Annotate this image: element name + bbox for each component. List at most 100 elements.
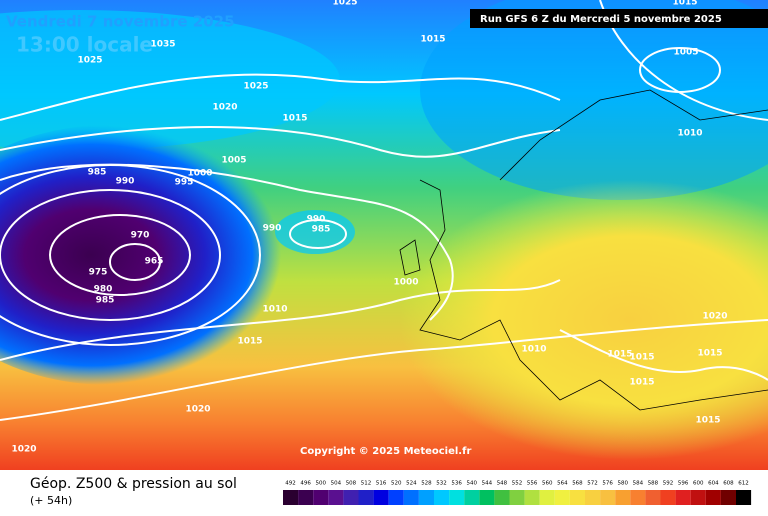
isobar-label: 1025 bbox=[332, 0, 357, 8]
scale-swatch bbox=[403, 490, 419, 505]
isobar-label: 1000 bbox=[187, 169, 212, 179]
copyright: Copyright © 2025 Meteociel.fr bbox=[300, 446, 471, 457]
scale-label: 608 bbox=[723, 481, 734, 487]
scale-swatch bbox=[509, 490, 525, 505]
scale-label: 612 bbox=[738, 481, 749, 487]
scale-swatch bbox=[524, 490, 540, 505]
scale-swatch bbox=[464, 490, 480, 505]
isobar-label: 1035 bbox=[150, 40, 175, 50]
isobar-label: 1015 bbox=[695, 416, 720, 426]
scale-swatch bbox=[343, 490, 359, 505]
scale-label: 552 bbox=[512, 481, 523, 487]
scale-swatch bbox=[720, 490, 736, 505]
scale-label: 584 bbox=[633, 481, 644, 487]
scale-label: 544 bbox=[482, 481, 493, 487]
scale-label: 520 bbox=[391, 481, 402, 487]
isobar-label: 1025 bbox=[243, 82, 268, 92]
local-time: 13:00 locale bbox=[16, 33, 153, 57]
scale-swatch bbox=[675, 490, 691, 505]
isobar-label: 975 bbox=[89, 268, 108, 278]
isobar-label: 1020 bbox=[702, 312, 727, 322]
scale-swatch bbox=[660, 490, 676, 505]
isobar-label: 1015 bbox=[420, 35, 445, 45]
scale-label: 592 bbox=[663, 481, 674, 487]
scale-label: 604 bbox=[708, 481, 719, 487]
isobar-label: 1025 bbox=[77, 56, 102, 66]
scale-label: 504 bbox=[331, 481, 342, 487]
scale-label: 600 bbox=[693, 481, 704, 487]
scale-swatch bbox=[328, 490, 344, 505]
scale-label: 596 bbox=[678, 481, 689, 487]
scale-swatch bbox=[736, 490, 752, 505]
isobar-label: 985 bbox=[312, 225, 331, 235]
scale-swatch bbox=[585, 490, 601, 505]
scale-label: 560 bbox=[542, 481, 553, 487]
scale-swatch bbox=[373, 490, 389, 505]
footer-title: Géop. Z500 & pression au sol bbox=[30, 476, 237, 492]
scale-label: 536 bbox=[451, 481, 462, 487]
scale-label: 580 bbox=[618, 481, 629, 487]
scale-label: 512 bbox=[361, 481, 372, 487]
scale-swatch bbox=[645, 490, 661, 505]
scale-swatch bbox=[388, 490, 404, 505]
scale-swatch bbox=[554, 490, 570, 505]
scale-label: 496 bbox=[300, 481, 311, 487]
coastlines bbox=[399, 89, 768, 411]
isobar-label: 980 bbox=[94, 285, 113, 295]
isobar-label: 1010 bbox=[262, 305, 287, 315]
isobar-label: 985 bbox=[96, 296, 115, 306]
scale-label: 532 bbox=[436, 481, 447, 487]
scale-swatch bbox=[600, 490, 616, 505]
scale-swatch bbox=[298, 490, 314, 505]
scale-swatch bbox=[539, 490, 555, 505]
isobar-label: 1015 bbox=[629, 353, 654, 363]
isobar-label: 1010 bbox=[521, 345, 546, 355]
scale-swatch bbox=[705, 490, 721, 505]
isobar-label: 1015 bbox=[282, 114, 307, 124]
isobar-label: 1010 bbox=[677, 129, 702, 139]
isobar-label: 990 bbox=[307, 215, 326, 225]
isobar-label: 1015 bbox=[697, 349, 722, 359]
isobar-label: 1015 bbox=[629, 378, 654, 388]
scale-label: 568 bbox=[572, 481, 583, 487]
scale-label: 540 bbox=[467, 481, 478, 487]
scale-swatch bbox=[494, 490, 510, 505]
footer-lead: (+ 54h) bbox=[30, 494, 72, 507]
scale-label: 500 bbox=[316, 481, 327, 487]
run-box bbox=[470, 9, 768, 28]
isobar-label: 1015 bbox=[607, 350, 632, 360]
scale-swatch bbox=[283, 490, 299, 505]
isobar-label: 1000 bbox=[393, 278, 418, 288]
isobar-label: 1005 bbox=[221, 156, 246, 166]
scale-label: 564 bbox=[557, 481, 568, 487]
scale-label: 528 bbox=[421, 481, 432, 487]
scale-swatch bbox=[615, 490, 631, 505]
scale-label: 492 bbox=[285, 481, 296, 487]
isobar-label: 1020 bbox=[11, 445, 36, 455]
isobar-label: 1015 bbox=[672, 0, 697, 8]
scale-swatch bbox=[479, 490, 495, 505]
scale-swatch bbox=[313, 490, 329, 505]
scale-swatch bbox=[569, 490, 585, 505]
scale-label: 524 bbox=[406, 481, 417, 487]
isobar-label: 1015 bbox=[237, 337, 262, 347]
scale-swatch bbox=[434, 490, 450, 505]
scale-label: 556 bbox=[527, 481, 538, 487]
isobar-label: 995 bbox=[175, 178, 194, 188]
scale-swatch bbox=[418, 490, 434, 505]
valid-date: Vendredi 7 novembre 2025 bbox=[6, 13, 235, 31]
isobar-label: 965 bbox=[145, 257, 164, 267]
scale-swatch bbox=[358, 490, 374, 505]
scale-label: 576 bbox=[602, 481, 613, 487]
scale-label: 548 bbox=[497, 481, 508, 487]
scale-label: 516 bbox=[376, 481, 387, 487]
scale-label: 588 bbox=[648, 481, 659, 487]
run-info: Run GFS 6 Z du Mercredi 5 novembre 2025 bbox=[480, 14, 722, 25]
scale-swatch bbox=[449, 490, 465, 505]
scale-swatch bbox=[690, 490, 706, 505]
isobar-label: 985 bbox=[88, 168, 107, 178]
color-scale: 492 496 500 504 508 512 516 520 524 528 532 536 540 5… bbox=[283, 481, 752, 505]
isobar-label: 1005 bbox=[673, 48, 698, 58]
